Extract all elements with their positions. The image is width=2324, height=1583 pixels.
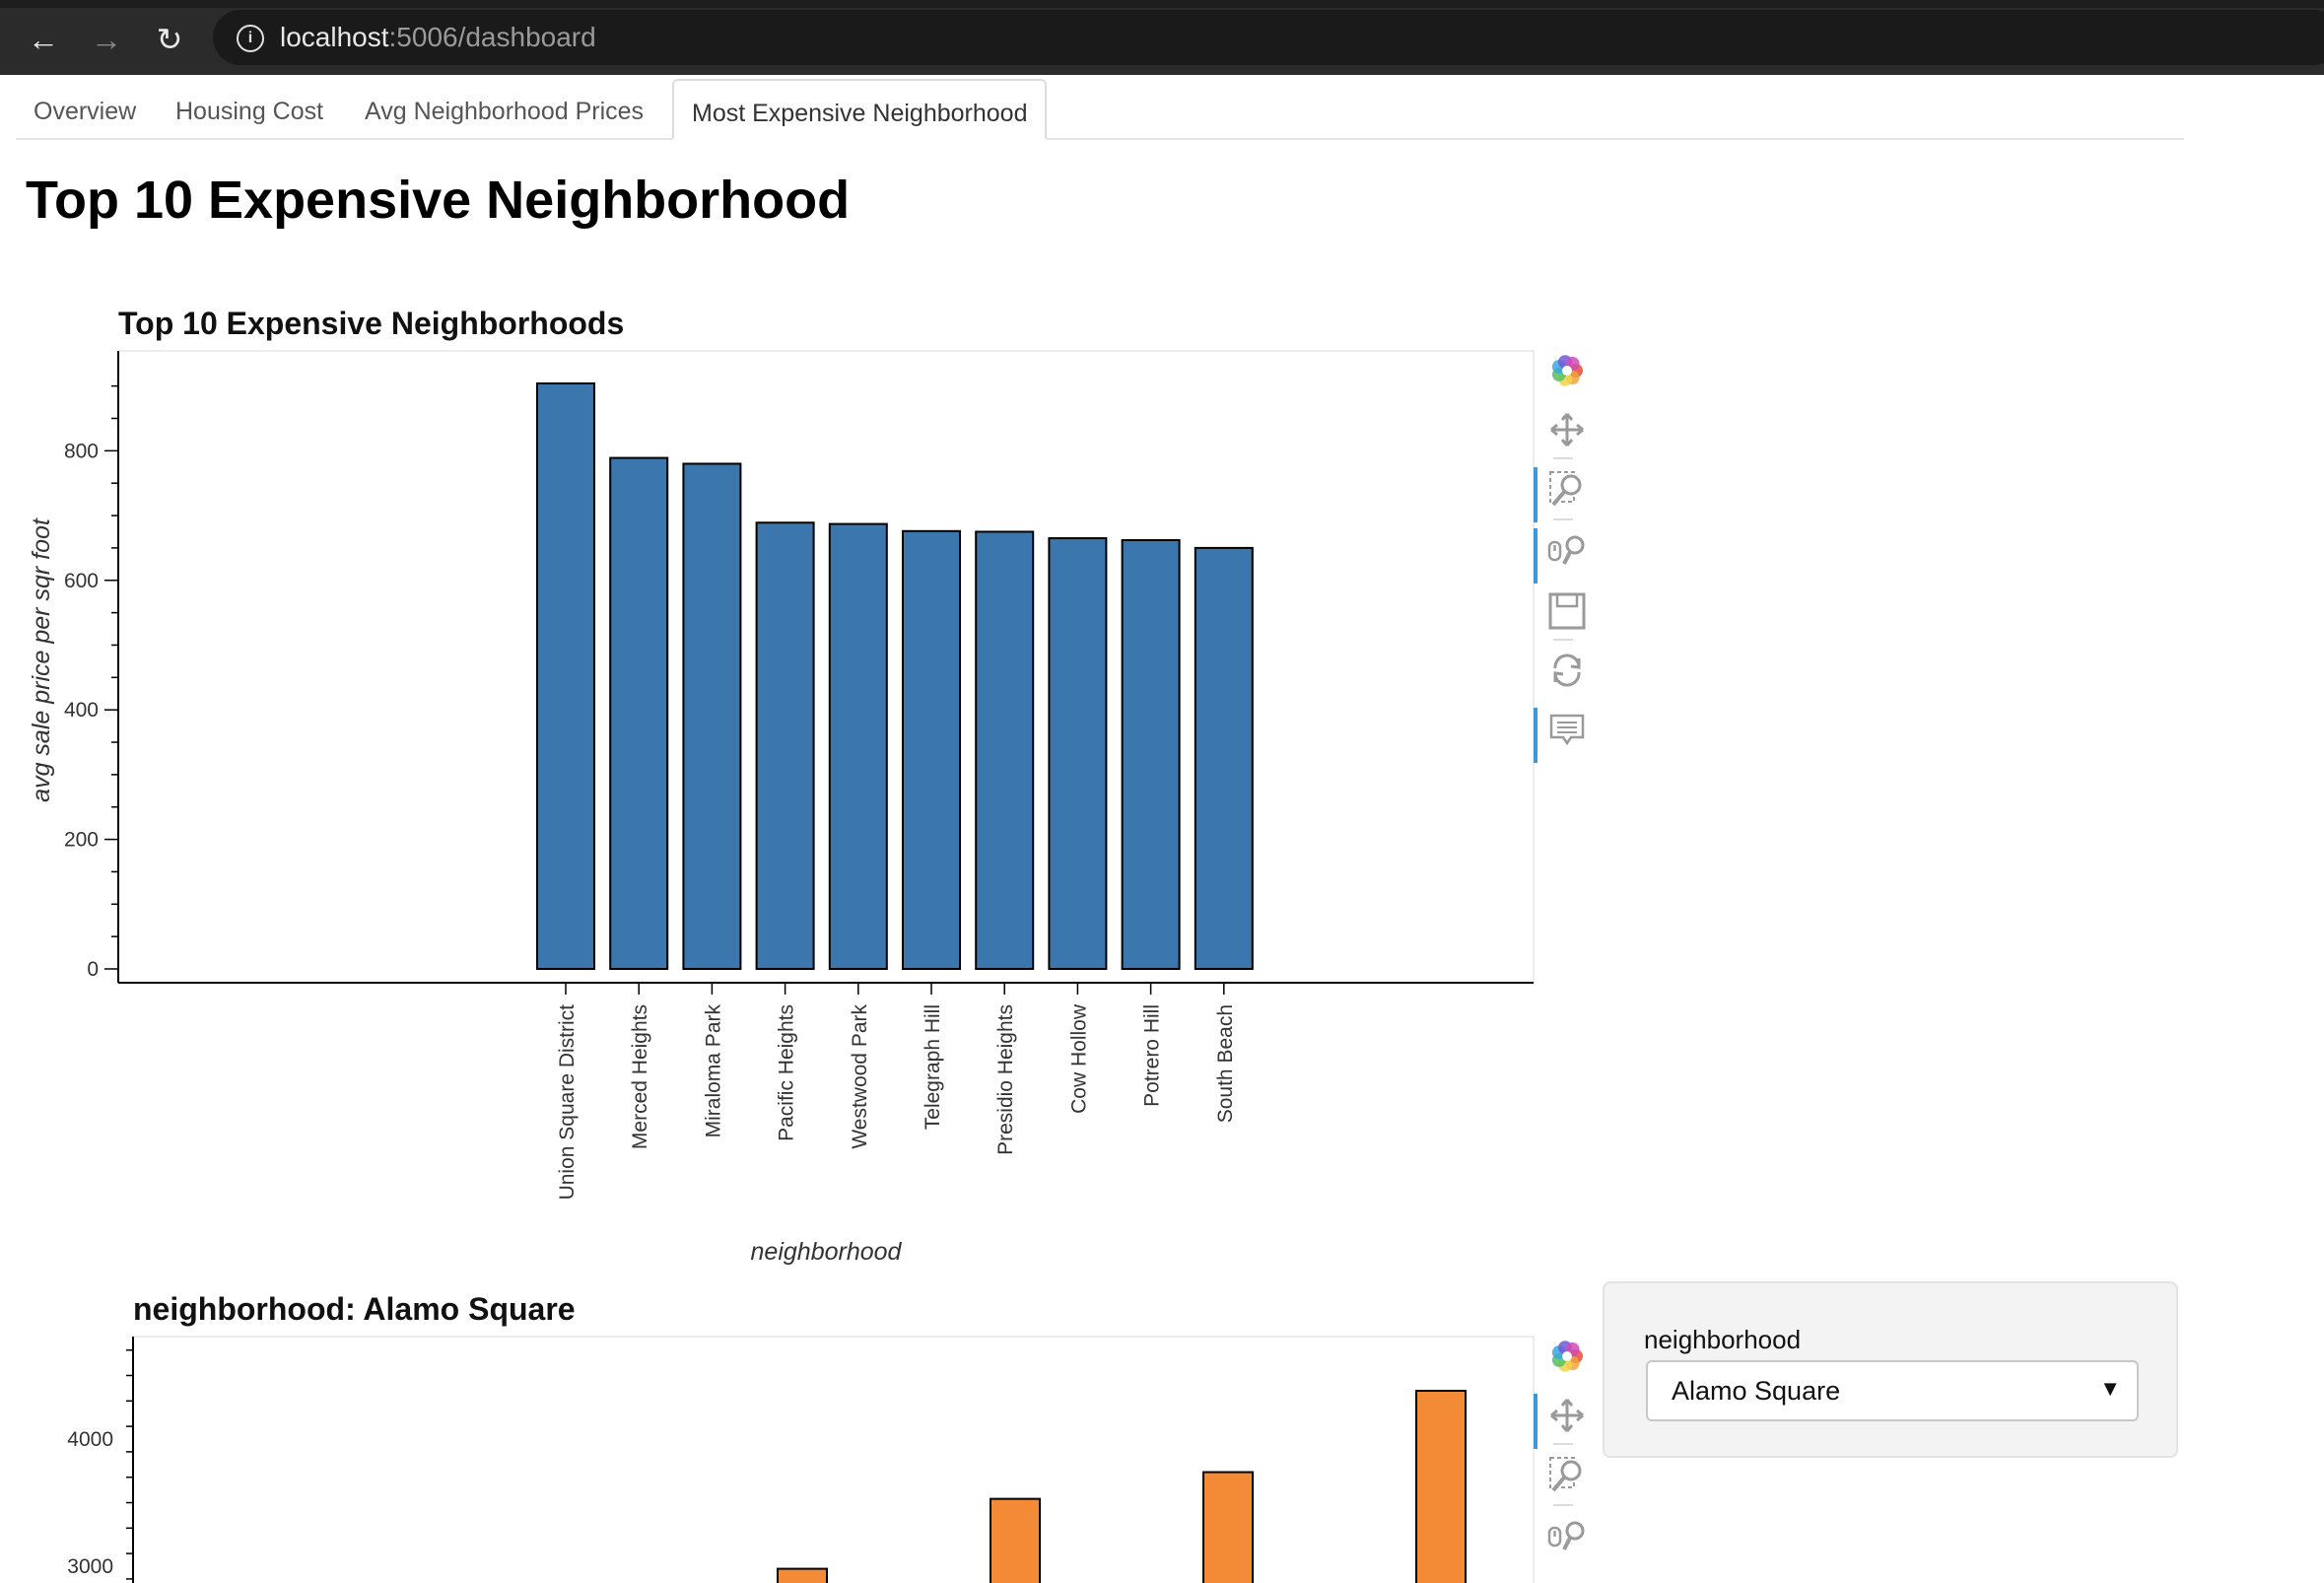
chart1-y-axis-label: avg sale price per sqr foot: [28, 517, 55, 802]
hover-tool[interactable]: [1534, 704, 1593, 763]
chart2-y-tick-label: 3000: [67, 1555, 113, 1578]
chart1-y-tick-label: 200: [64, 829, 99, 852]
wheel-zoom-tool[interactable]: [1534, 1504, 1593, 1561]
chart2-bar: [1202, 1471, 1254, 1583]
chart1-y-tick-label: 0: [87, 958, 99, 981]
chart1-x-tick-label: Merced Heights: [629, 1004, 651, 1149]
chart2-frame: [132, 1336, 1535, 1583]
tab-avg-neighborhood-prices[interactable]: Avg Neighborhood Prices: [365, 98, 645, 125]
chart1-x-tick-label: South Beach: [1214, 1004, 1237, 1123]
bokeh-logo-icon: [1551, 355, 1583, 386]
chart1-x-tick-label: Telegraph Hill: [922, 1004, 944, 1130]
bokeh-logo-tool[interactable]: [1534, 345, 1593, 396]
chart1-title: Top 10 Expensive Neighborhoods: [118, 306, 625, 341]
save-tool[interactable]: [1534, 585, 1593, 637]
page-title: Top 10 Expensive Neighborhood: [26, 171, 851, 230]
tab-housing-cost[interactable]: Housing Cost: [175, 98, 324, 125]
chart1-x-tick-label: Westwood Park: [849, 1004, 871, 1149]
chart1-y-tick-label: 800: [64, 440, 99, 462]
tab-overview[interactable]: Overview: [34, 98, 137, 125]
toolbar-separator: [1553, 639, 1573, 641]
chart1-bar: [828, 522, 888, 971]
bokeh-logo-tool[interactable]: [1534, 1331, 1593, 1382]
chart1-bar: [975, 530, 1035, 970]
active-tool-indicator: [1534, 467, 1538, 522]
browser-toolbar: ← → ↻ i localhost:5006/dashboard: [0, 0, 2324, 75]
address-bar[interactable]: i localhost:5006/dashboard: [213, 10, 2324, 65]
chart1-bar: [902, 529, 961, 971]
neighborhood-widget: neighborhood Alamo Square ▼: [1603, 1281, 2178, 1458]
chart1-bar: [1194, 546, 1254, 970]
chart2-bar: [777, 1567, 828, 1583]
chart2-y-tick-label: 4000: [67, 1428, 113, 1451]
chart1-frame: [117, 350, 1535, 984]
chart1-x-tick-label: Presidio Heights: [994, 1004, 1017, 1155]
reset-icon: [1553, 654, 1581, 687]
toolbar-separator: [1553, 518, 1573, 520]
back-button[interactable]: ←: [28, 22, 59, 57]
chart1-y-tick-label: 400: [64, 699, 99, 722]
chart1-bar: [1121, 539, 1181, 970]
box-zoom-tool[interactable]: [1534, 457, 1593, 522]
save-icon: [1548, 592, 1586, 630]
url-host: localhost: [280, 22, 389, 52]
active-tool-indicator: [1534, 1394, 1538, 1449]
toolbar-separator: [1553, 1443, 1573, 1445]
chart1-bar: [536, 382, 595, 970]
tab-bar: Overview Housing Cost Avg Neighborhood P…: [16, 79, 2184, 140]
pan-tool[interactable]: [1534, 1390, 1593, 1449]
pan-icon: [1550, 413, 1584, 447]
window-top-edge: [0, 0, 2324, 8]
chart1-bar: [609, 456, 669, 971]
toolbar-separator: [1553, 457, 1573, 459]
wheel-zoom-tool[interactable]: [1534, 518, 1593, 584]
url-path: :5006/dashboard: [388, 22, 596, 52]
box-zoom-icon: [1549, 1457, 1582, 1492]
chart1-bar: [755, 521, 815, 970]
reload-button[interactable]: ↻: [156, 22, 183, 57]
chart1-y-tick-label: 600: [64, 570, 99, 592]
chart1-x-tick-label: Miraloma Park: [702, 1004, 724, 1138]
active-tool-indicator: [1534, 528, 1538, 584]
neighborhood-select-value: Alamo Square: [1672, 1376, 1841, 1406]
toolbar-separator: [1553, 1504, 1573, 1506]
chart2-bar: [990, 1497, 1041, 1583]
chart1-plot[interactable]: 0 200 400 600 800 avg sale price per sqr foot…: [0, 335, 1557, 1281]
chart1-x-tick-label: Potrero Hill: [1141, 1004, 1164, 1107]
url-text[interactable]: localhost:5006/dashboard: [280, 22, 596, 53]
chart2-plot[interactable]: 3000 4000: [0, 1317, 1557, 1583]
chart1-bar: [1048, 537, 1108, 971]
hover-icon: [1549, 714, 1585, 746]
pan-icon: [1550, 1399, 1584, 1432]
chart1-x-tick-label: Cow Hollow: [1067, 1003, 1090, 1114]
chart1-x-axis-label: neighborhood: [751, 1238, 903, 1266]
chart2-title: neighborhood: Alamo Square: [133, 1291, 576, 1327]
active-tool-indicator: [1534, 708, 1538, 763]
wheel-zoom-icon: [1547, 1521, 1585, 1550]
box-zoom-icon: [1549, 471, 1582, 507]
neighborhood-select[interactable]: Alamo Square ▼: [1646, 1360, 2139, 1421]
forward-button[interactable]: →: [91, 22, 122, 57]
wheel-zoom-icon: [1547, 535, 1585, 565]
pan-tool[interactable]: [1534, 404, 1593, 455]
tab-most-expensive-neighborhood[interactable]: Most Expensive Neighborhood: [672, 79, 1048, 140]
neighborhood-label: neighborhood: [1644, 1325, 1802, 1354]
reset-tool[interactable]: [1534, 639, 1593, 696]
chart1-bar: [682, 462, 742, 970]
chart1-x-tick-label: Union Square District: [556, 1004, 579, 1201]
box-zoom-tool[interactable]: [1534, 1443, 1593, 1500]
chart2-bar: [1415, 1389, 1467, 1583]
bokeh-logo-icon: [1551, 1341, 1583, 1372]
site-info-icon[interactable]: i: [237, 25, 264, 52]
chart1-x-tick-label: Pacific Heights: [776, 1004, 798, 1141]
chevron-down-icon: ▼: [2099, 1376, 2121, 1401]
